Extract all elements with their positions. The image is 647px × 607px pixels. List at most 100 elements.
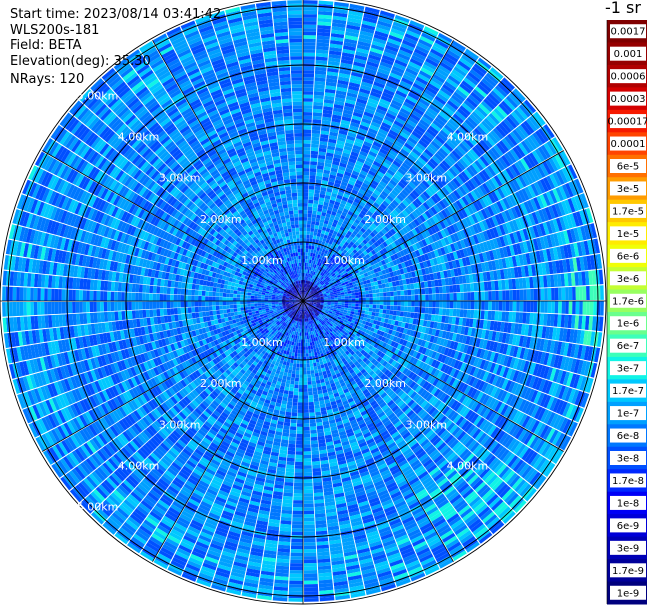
range-gate-cell [390,562,405,571]
range-gate-cell [433,369,441,378]
range-gate-cell [310,345,314,350]
range-gate-cell [355,457,365,464]
range-gate-cell [247,306,252,310]
range-gate-cell [446,513,460,524]
range-gate-cell [523,432,534,446]
range-gate-cell [287,372,292,378]
range-gate-cell [463,422,473,433]
range-gate-cell [303,342,306,347]
range-gate-cell [524,416,534,430]
range-gate-cell [457,325,462,334]
range-gate-cell [330,382,336,388]
range-gate-cell [368,356,374,362]
range-gate-cell [395,410,404,418]
range-gate-cell [437,499,450,509]
range-gate-cell [466,345,472,355]
range-gate-cell [375,396,383,403]
range-gate-cell [361,448,370,455]
range-gate-cell [431,469,442,479]
range-gate-cell [421,362,428,371]
range-gate-cell [396,326,402,332]
range-gate-cell [564,387,573,402]
range-gate-cell [553,449,564,464]
range-gate-cell [369,301,373,305]
range-gate-cell [312,464,321,469]
range-gate-cell [353,451,362,458]
range-gate-cell [449,424,458,434]
range-gate-cell [417,491,429,501]
range-gate-cell [303,486,313,490]
range-gate-cell [430,386,438,396]
range-gate-cell [307,305,311,309]
range-gate-cell [330,306,334,310]
range-gate-cell [305,311,307,315]
range-gate-cell [376,304,380,309]
range-gate-cell [411,324,416,331]
range-gate-cell [507,455,519,468]
range-gate-cell [414,406,423,415]
range-gate-cell [323,363,329,368]
range-gate-cell [467,411,477,422]
range-gate-cell [304,335,308,340]
range-gate-cell [347,308,352,312]
range-gate-cell [323,302,328,304]
range-gate-cell [499,365,506,377]
range-gate-cell [407,301,412,307]
range-gate-cell [392,310,397,316]
range-gate-cell [559,401,568,416]
range-gate-cell [307,381,312,385]
range-gate-cell [341,415,349,421]
range-gate-cell [342,321,347,326]
range-gate-cell [297,405,303,410]
range-gate-cell [307,339,310,343]
range-gate-cell [209,310,214,316]
range-gate-cell [332,318,337,322]
range-gate-cell [444,315,450,324]
range-gate-cell [502,301,506,311]
range-gate-cell [403,311,408,318]
range-gate-cell [375,386,383,394]
range-gate-cell [331,343,336,348]
range-gate-cell [437,427,447,437]
range-gate-cell [373,393,381,400]
range-gate-cell [403,360,410,368]
range-gate-cell [524,449,535,463]
range-gate-cell [309,359,313,364]
range-gate-cell [292,401,298,406]
range-gate-cell [313,362,317,367]
range-gate-cell [466,515,480,527]
range-gate-cell [450,518,464,530]
range-gate-cell [382,348,388,355]
range-gate-cell [286,361,290,367]
range-gate-cell [456,301,461,309]
range-gate-cell [519,347,526,360]
range-gate-cell [444,510,458,521]
range-gate-cell [377,489,389,497]
range-gate-cell [398,482,410,491]
range-gate-cell [366,367,373,374]
range-gate-cell [489,476,501,489]
range-gate-cell [363,454,373,461]
range-gate-cell [487,310,492,321]
range-gate-cell [373,434,382,442]
range-gate-cell [303,398,309,403]
range-gate-cell [349,419,358,425]
range-gate-cell [437,477,449,488]
range-gate-cell [532,313,538,325]
range-gate-cell [348,301,352,304]
range-gate-cell [554,384,563,398]
range-gate-cell [386,458,396,466]
range-gate-cell [571,315,576,329]
range-gate-cell [409,329,415,337]
range-gate-cell [327,354,332,359]
range-gate-cell [502,511,516,524]
range-gate-cell [365,457,375,465]
range-gate-cell [460,383,469,394]
range-gate-cell [229,308,234,313]
range-gate-cell [371,352,377,358]
range-gate-cell [482,360,490,371]
range-gate-cell [309,303,313,306]
range-gate-cell [257,305,262,309]
range-gate-cell [319,318,323,322]
range-gate-cell [436,322,442,330]
